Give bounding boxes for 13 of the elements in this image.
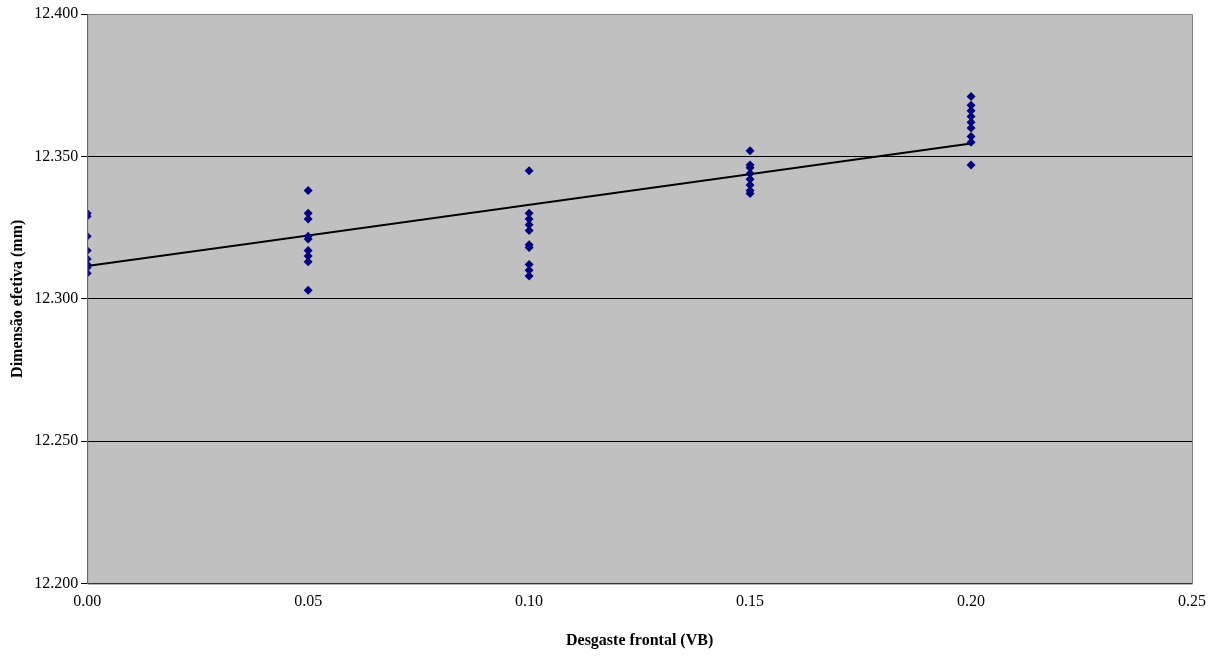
x-axis-title: Desgaste frontal (VB) bbox=[565, 630, 714, 649]
x-tick-label: 0.15 bbox=[736, 592, 765, 610]
y-tick-label: 12.250 bbox=[34, 431, 79, 449]
x-tick-label: 0.00 bbox=[73, 592, 102, 610]
x-tick-label: 0.20 bbox=[957, 592, 986, 610]
x-tick-label: 0.25 bbox=[1178, 592, 1206, 610]
y-tick-label: 12.350 bbox=[34, 146, 79, 164]
y-tick-label: 12.400 bbox=[34, 4, 79, 22]
x-tick-label: 0.05 bbox=[294, 592, 323, 610]
x-tick-label: 0.10 bbox=[515, 592, 544, 610]
y-axis-title: Dimensão efetiva (mm) bbox=[7, 219, 26, 378]
y-tick-label: 12.300 bbox=[34, 289, 79, 306]
y-tick-label: 12.200 bbox=[34, 573, 79, 591]
